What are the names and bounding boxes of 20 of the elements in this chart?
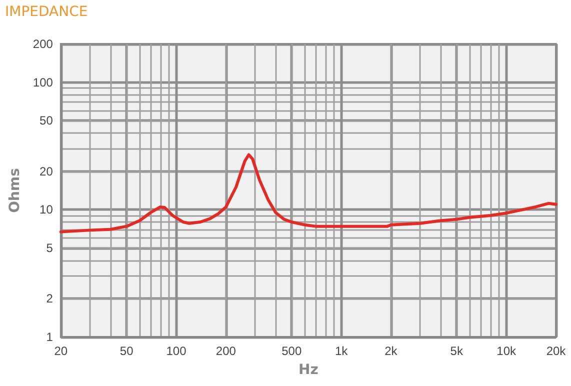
x-tick-label: 100 [166,344,187,358]
y-tick-label: 200 [32,37,54,51]
y-tick-label: 100 [32,75,54,90]
x-tick-label: 10k [496,344,517,358]
chart-title: IMPEDANCE [5,4,88,20]
x-tick-label: 1k [334,344,349,358]
y-tick-label: 1 [46,330,54,344]
y-axis-title: Ohms [7,168,23,213]
y-tick-label: 2 [46,292,54,306]
x-tick-label: 200 [216,344,236,358]
x-tick-label: 5k [450,344,464,358]
x-tick-label: 500 [282,344,302,358]
y-tick-label: 5 [46,240,54,255]
x-axis-title: Hz [298,362,318,378]
x-tick-label: 50 [120,344,134,358]
y-tick-label: 50 [40,114,54,128]
y-tick-label: 10 [40,202,54,217]
x-tick-label: 20k [546,344,567,358]
y-tick-label: 20 [40,164,54,178]
x-tick-label: 2k [384,344,398,358]
